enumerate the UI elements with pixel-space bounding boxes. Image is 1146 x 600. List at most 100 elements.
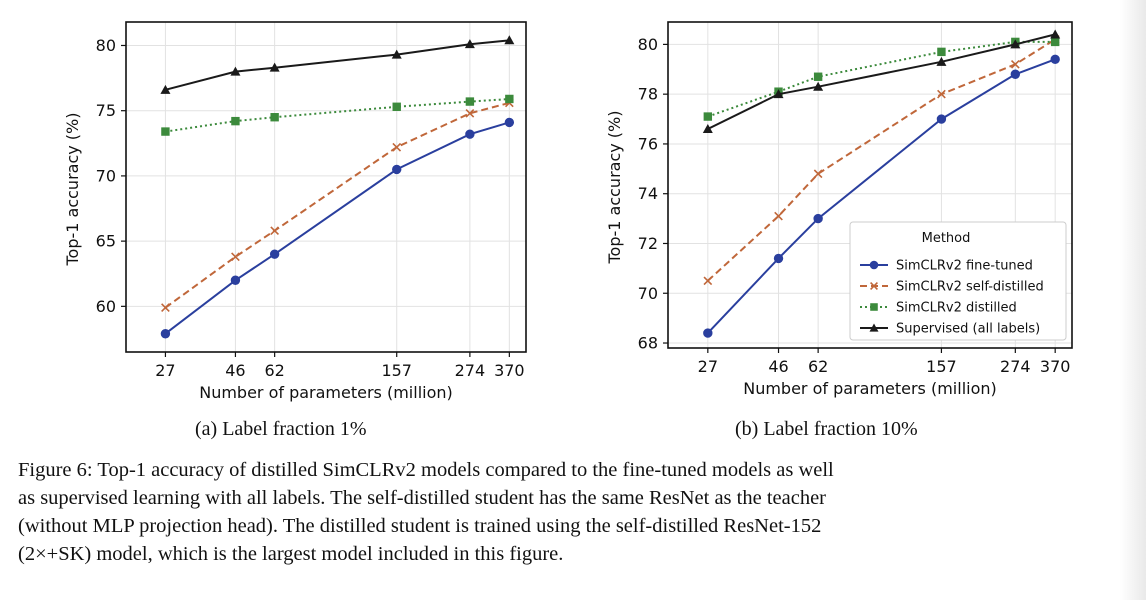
marker-point — [773, 89, 784, 99]
marker-point — [231, 252, 240, 262]
series-fine-tuned — [160, 117, 515, 339]
marker-point — [160, 329, 171, 339]
legend-label: Supervised (all labels) — [896, 322, 1040, 337]
page-edge-shadow — [1120, 0, 1146, 600]
legend-label: SimCLRv2 self-distilled — [896, 280, 1044, 295]
marker-point — [774, 211, 783, 221]
series-distilled — [161, 94, 514, 136]
marker-point — [1010, 39, 1021, 49]
caption-line: as supervised learning with all labels. … — [18, 487, 826, 509]
marker-point — [1050, 29, 1061, 39]
legend-box — [849, 221, 1067, 341]
y-tick-label: 80 — [96, 36, 116, 55]
series-line — [707, 38, 1056, 282]
x-tick-label: 27 — [698, 357, 718, 376]
marker-point — [392, 164, 402, 175]
marker-point — [937, 89, 946, 99]
marker-point — [160, 84, 171, 94]
series-line — [164, 121, 510, 335]
x-tick-label: 46 — [225, 361, 245, 380]
marker-point — [161, 303, 170, 313]
figure-caption: Figure 6: Top-1 accuracy of distilled Si… — [18, 456, 1138, 568]
marker-point — [870, 282, 878, 290]
marker-point — [1050, 37, 1060, 47]
legend-label: SimCLRv2 fine-tuned — [896, 259, 1033, 274]
marker-point — [869, 260, 879, 270]
series-supervised — [160, 35, 515, 94]
series-line — [165, 39, 510, 91]
series-line — [164, 101, 510, 309]
marker-point — [270, 226, 280, 236]
legend-title: Method — [922, 231, 971, 246]
marker-point — [465, 97, 475, 106]
caption-line: Figure 6: Top-1 accuracy of distilled Si… — [18, 459, 834, 481]
marker-point — [465, 129, 475, 139]
series-line — [707, 40, 1056, 118]
chart-a: 60 65 70 75 80 27 46 62 157 274 370 Number of param… — [63, 21, 527, 402]
marker-point — [465, 108, 475, 118]
marker-point — [1010, 59, 1020, 69]
y-tick-label: 78 — [638, 85, 658, 104]
marker-point — [231, 116, 240, 126]
y-tick-label: 70 — [638, 284, 658, 303]
y-tick-label: 72 — [638, 234, 658, 253]
marker-point — [269, 249, 280, 259]
y-tick-label: 70 — [96, 166, 116, 185]
series-fine-tuned — [703, 54, 1060, 338]
y-tick-label: 80 — [638, 35, 658, 54]
marker-point — [270, 113, 279, 122]
marker-point — [392, 142, 402, 152]
x-tick-label: 157 — [381, 361, 412, 380]
x-tick-label: 27 — [155, 361, 175, 380]
y-tick-label: 74 — [638, 184, 658, 203]
marker-point — [269, 62, 280, 72]
marker-point — [813, 81, 824, 91]
x-tick-label: 62 — [264, 361, 284, 380]
y-tick-label: 75 — [96, 101, 116, 120]
subcaption-b: (b) Label fraction 10% — [735, 418, 918, 440]
plot-frame — [667, 21, 1073, 349]
marker-point — [504, 35, 515, 45]
marker-point — [392, 102, 401, 111]
marker-point — [505, 94, 514, 104]
y-tick-label: 68 — [638, 334, 658, 353]
marker-point — [773, 253, 784, 264]
y-tick-label: 76 — [638, 134, 658, 153]
y-axis-label: Top-1 accuracy (%) — [63, 113, 82, 267]
chart-b: 68 70 72 74 76 78 80 27 46 62 157 274 370 Number of p… — [605, 21, 1073, 398]
marker-point — [813, 72, 823, 81]
x-tick-label: 370 — [494, 361, 525, 380]
marker-point — [161, 127, 170, 136]
x-tick-label: 370 — [1040, 357, 1071, 376]
x-axis-label: Number of parameters (million) — [199, 383, 453, 402]
marker-point — [702, 124, 713, 134]
x-tick-label: 157 — [926, 357, 957, 376]
marker-point — [703, 328, 713, 338]
caption-line: (2×+SK) model, which is the largest mode… — [18, 543, 564, 565]
legend: Method SimCLRv2 fine-tuned SimCLRv2 self-d… — [849, 221, 1067, 341]
x-tick-label: 62 — [808, 357, 828, 376]
marker-point — [1050, 54, 1060, 65]
marker-point — [937, 47, 946, 57]
marker-point — [230, 275, 241, 285]
marker-point — [1010, 69, 1021, 79]
plot-frame — [125, 21, 527, 353]
marker-point — [703, 112, 713, 121]
y-axis-label: Top-1 accuracy (%) — [605, 111, 624, 265]
marker-point — [870, 303, 878, 311]
y-tick-label: 60 — [96, 297, 116, 316]
marker-point — [936, 56, 947, 66]
caption-line: (without MLP projection head). The disti… — [18, 515, 822, 537]
x-tick-label: 46 — [768, 357, 788, 376]
marker-point — [230, 66, 241, 76]
marker-point — [813, 213, 823, 224]
series-line — [707, 33, 1056, 130]
marker-point — [813, 169, 823, 179]
subcaption-a: (a) Label fraction 1% — [195, 418, 367, 440]
series-line — [707, 58, 1056, 334]
y-tick-label: 65 — [96, 232, 116, 251]
legend-label: SimCLRv2 distilled — [896, 301, 1017, 316]
marker-point — [504, 117, 515, 128]
series-line — [165, 98, 510, 133]
